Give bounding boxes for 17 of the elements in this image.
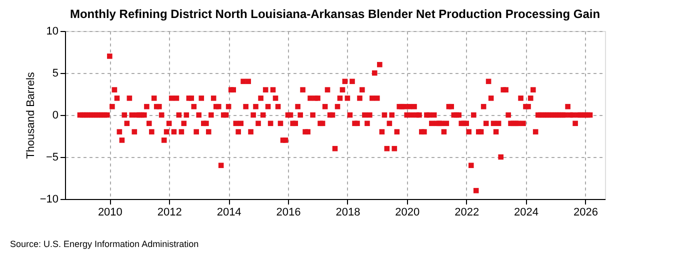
y-tick-label: −5: [46, 152, 58, 164]
y-tick-label: 10: [46, 26, 58, 38]
x-tick-label: 2024: [514, 206, 538, 218]
x-tick-label: 2010: [98, 206, 122, 218]
x-tick-label: 2018: [336, 206, 360, 218]
x-tick-label: 2012: [157, 206, 182, 218]
y-tick-label: −10: [40, 194, 58, 206]
x-tick-label: 2026: [573, 206, 598, 218]
y-tick-label: 5: [52, 68, 58, 80]
x-tick-label: 2020: [395, 206, 420, 218]
x-tick-label: 2014: [216, 206, 242, 218]
y-tick-label: 0: [52, 110, 58, 122]
x-tick-label: 2022: [454, 206, 480, 218]
x-tick-label: 2016: [276, 206, 301, 218]
source-note: Source: U.S. Energy Information Administration: [10, 239, 199, 249]
chart-title: Monthly Refining District North Louisiana-Arkansas Blender Net Production Processing Gain: [70, 7, 600, 21]
y-axis-title: Thousand Barrels: [24, 72, 37, 159]
